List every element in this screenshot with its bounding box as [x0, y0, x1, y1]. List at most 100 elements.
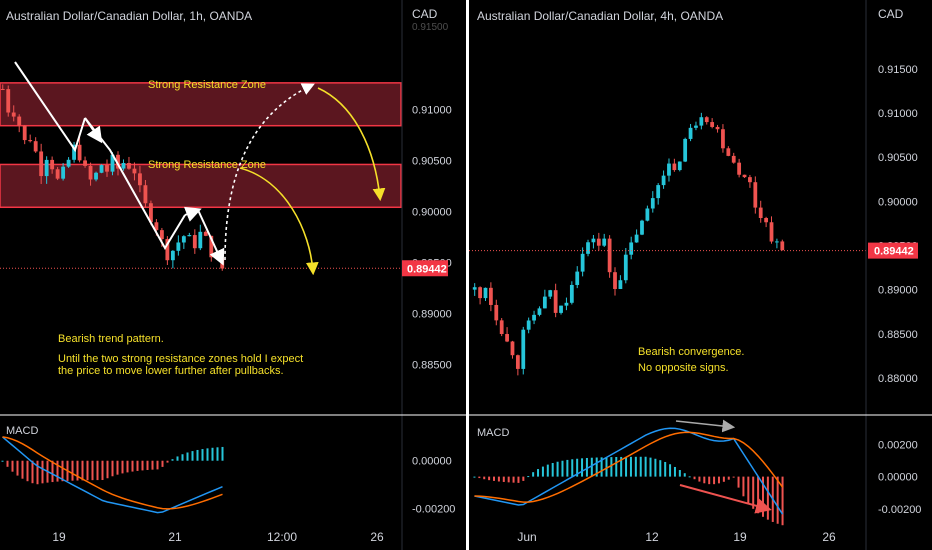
x-tick-label: 12 — [645, 530, 659, 544]
candle-body — [132, 168, 137, 174]
macd-histogram-bar — [517, 476, 520, 483]
candle-body — [44, 159, 49, 177]
macd-histogram-bar — [708, 476, 711, 485]
macd-histogram-bar — [61, 460, 64, 482]
macd-histogram-bar — [478, 476, 481, 479]
macd-histogram-bar — [141, 460, 144, 471]
right-last-price: 0.89442 — [874, 246, 914, 258]
y-tick-label: 0.91000 — [412, 104, 452, 116]
panel-divider[interactable] — [466, 0, 469, 550]
right-panel: Australian Dollar/Canadian Dollar, 4h, O… — [469, 0, 932, 550]
left-macd-pane — [1, 436, 224, 514]
right-chart-title: Australian Dollar/Canadian Dollar, 4h, O… — [477, 9, 723, 23]
macd-histogram-bar — [512, 476, 515, 483]
candle-body — [105, 165, 109, 172]
candle-body — [694, 125, 698, 128]
candle-body — [715, 126, 720, 130]
macd-histogram-bar — [673, 466, 676, 477]
macd-histogram-bar — [556, 461, 559, 477]
macd-histogram-bar — [576, 458, 579, 477]
x-tick-label: 26 — [370, 530, 384, 544]
candle-body — [613, 272, 617, 289]
macd-histogram-bar — [473, 476, 476, 478]
candle-body — [77, 144, 82, 161]
macd-histogram-bar — [776, 476, 779, 524]
macd-histogram-bar — [51, 460, 54, 483]
zigzag-pattern-3 — [197, 209, 225, 266]
right-currency-label: CAD — [878, 7, 904, 21]
note-line-3: the price to move lower further after pu… — [58, 365, 284, 377]
candle-body — [542, 296, 547, 309]
right-candles — [472, 112, 785, 376]
candle-body — [159, 230, 164, 240]
candle-body — [672, 163, 677, 171]
macd-histogram-bar — [644, 456, 647, 477]
y-tick-label: 0.91000 — [878, 108, 918, 120]
macd-histogram-bar — [497, 476, 500, 482]
candle-body — [780, 241, 785, 251]
macd-histogram-bar — [761, 476, 764, 517]
macd-histogram-bar — [605, 457, 608, 477]
candle-body — [629, 242, 634, 255]
macd-tick-label: 0.00200 — [878, 439, 918, 451]
macd-histogram-bar — [146, 460, 149, 470]
candle-body — [656, 185, 661, 199]
macd-histogram-bar — [6, 460, 9, 467]
macd-histogram-bar — [546, 464, 549, 477]
candle-body — [704, 117, 709, 123]
candle-body — [753, 182, 758, 208]
macd-histogram-bar — [742, 476, 745, 497]
macd-histogram-bar — [688, 476, 691, 478]
candle-body — [726, 148, 731, 156]
candle-body — [688, 127, 693, 139]
candle-body — [526, 320, 531, 330]
macd-histogram-bar — [747, 476, 750, 504]
candle-body — [742, 174, 747, 178]
candle-body — [618, 280, 623, 289]
candle-body — [50, 159, 55, 170]
candle-body — [683, 138, 688, 162]
macd-histogram-bar — [610, 457, 613, 477]
candle-body — [99, 165, 104, 173]
candle-body — [22, 125, 27, 141]
candle-body — [553, 290, 558, 313]
macd-histogram-bar — [561, 460, 564, 477]
resistance-zone-lower[interactable] — [0, 163, 402, 209]
candle-body — [127, 163, 131, 169]
candle-body — [483, 287, 488, 299]
macd-histogram-bar — [136, 460, 139, 471]
macd-histogram-bar — [615, 457, 618, 477]
macd-histogram-bar — [532, 472, 535, 477]
y-tick-label: 0.91500 — [878, 64, 918, 76]
candle-body — [116, 154, 120, 169]
candle-body — [66, 159, 71, 167]
resistance-zone-upper[interactable] — [0, 82, 402, 127]
macd-histogram-bar — [683, 473, 686, 477]
candle-body — [564, 302, 569, 306]
candle-body — [488, 287, 493, 305]
rejection-arrow-upper — [317, 87, 386, 202]
candle-body — [39, 151, 44, 177]
projection-dashed-arrow — [224, 83, 315, 261]
macd-histogram-bar — [86, 460, 89, 481]
candle-body — [154, 222, 159, 231]
macd-histogram-bar — [527, 476, 530, 478]
candle-body — [521, 329, 526, 369]
macd-histogram-bar — [121, 460, 124, 474]
candle-body — [650, 198, 655, 209]
y-tick-label: 0.90000 — [878, 196, 918, 208]
candle-body — [33, 141, 38, 152]
right-macd-ticks: 0.00200 0.00000 -0.00200 — [878, 439, 921, 516]
left-candles — [0, 84, 225, 271]
x-tick-label: 19 — [733, 530, 747, 544]
macd-histogram-bar — [176, 456, 179, 461]
candle-body — [494, 304, 499, 321]
macd-histogram-bar — [581, 458, 584, 477]
candle-body — [165, 239, 170, 261]
right-macd-pane — [473, 427, 784, 526]
candle-body — [623, 254, 628, 281]
y-tick-label: 0.88000 — [878, 373, 918, 385]
macd-histogram-bar — [161, 460, 164, 467]
x-tick-label: 12:00 — [267, 530, 297, 544]
macd-line — [2, 436, 223, 514]
